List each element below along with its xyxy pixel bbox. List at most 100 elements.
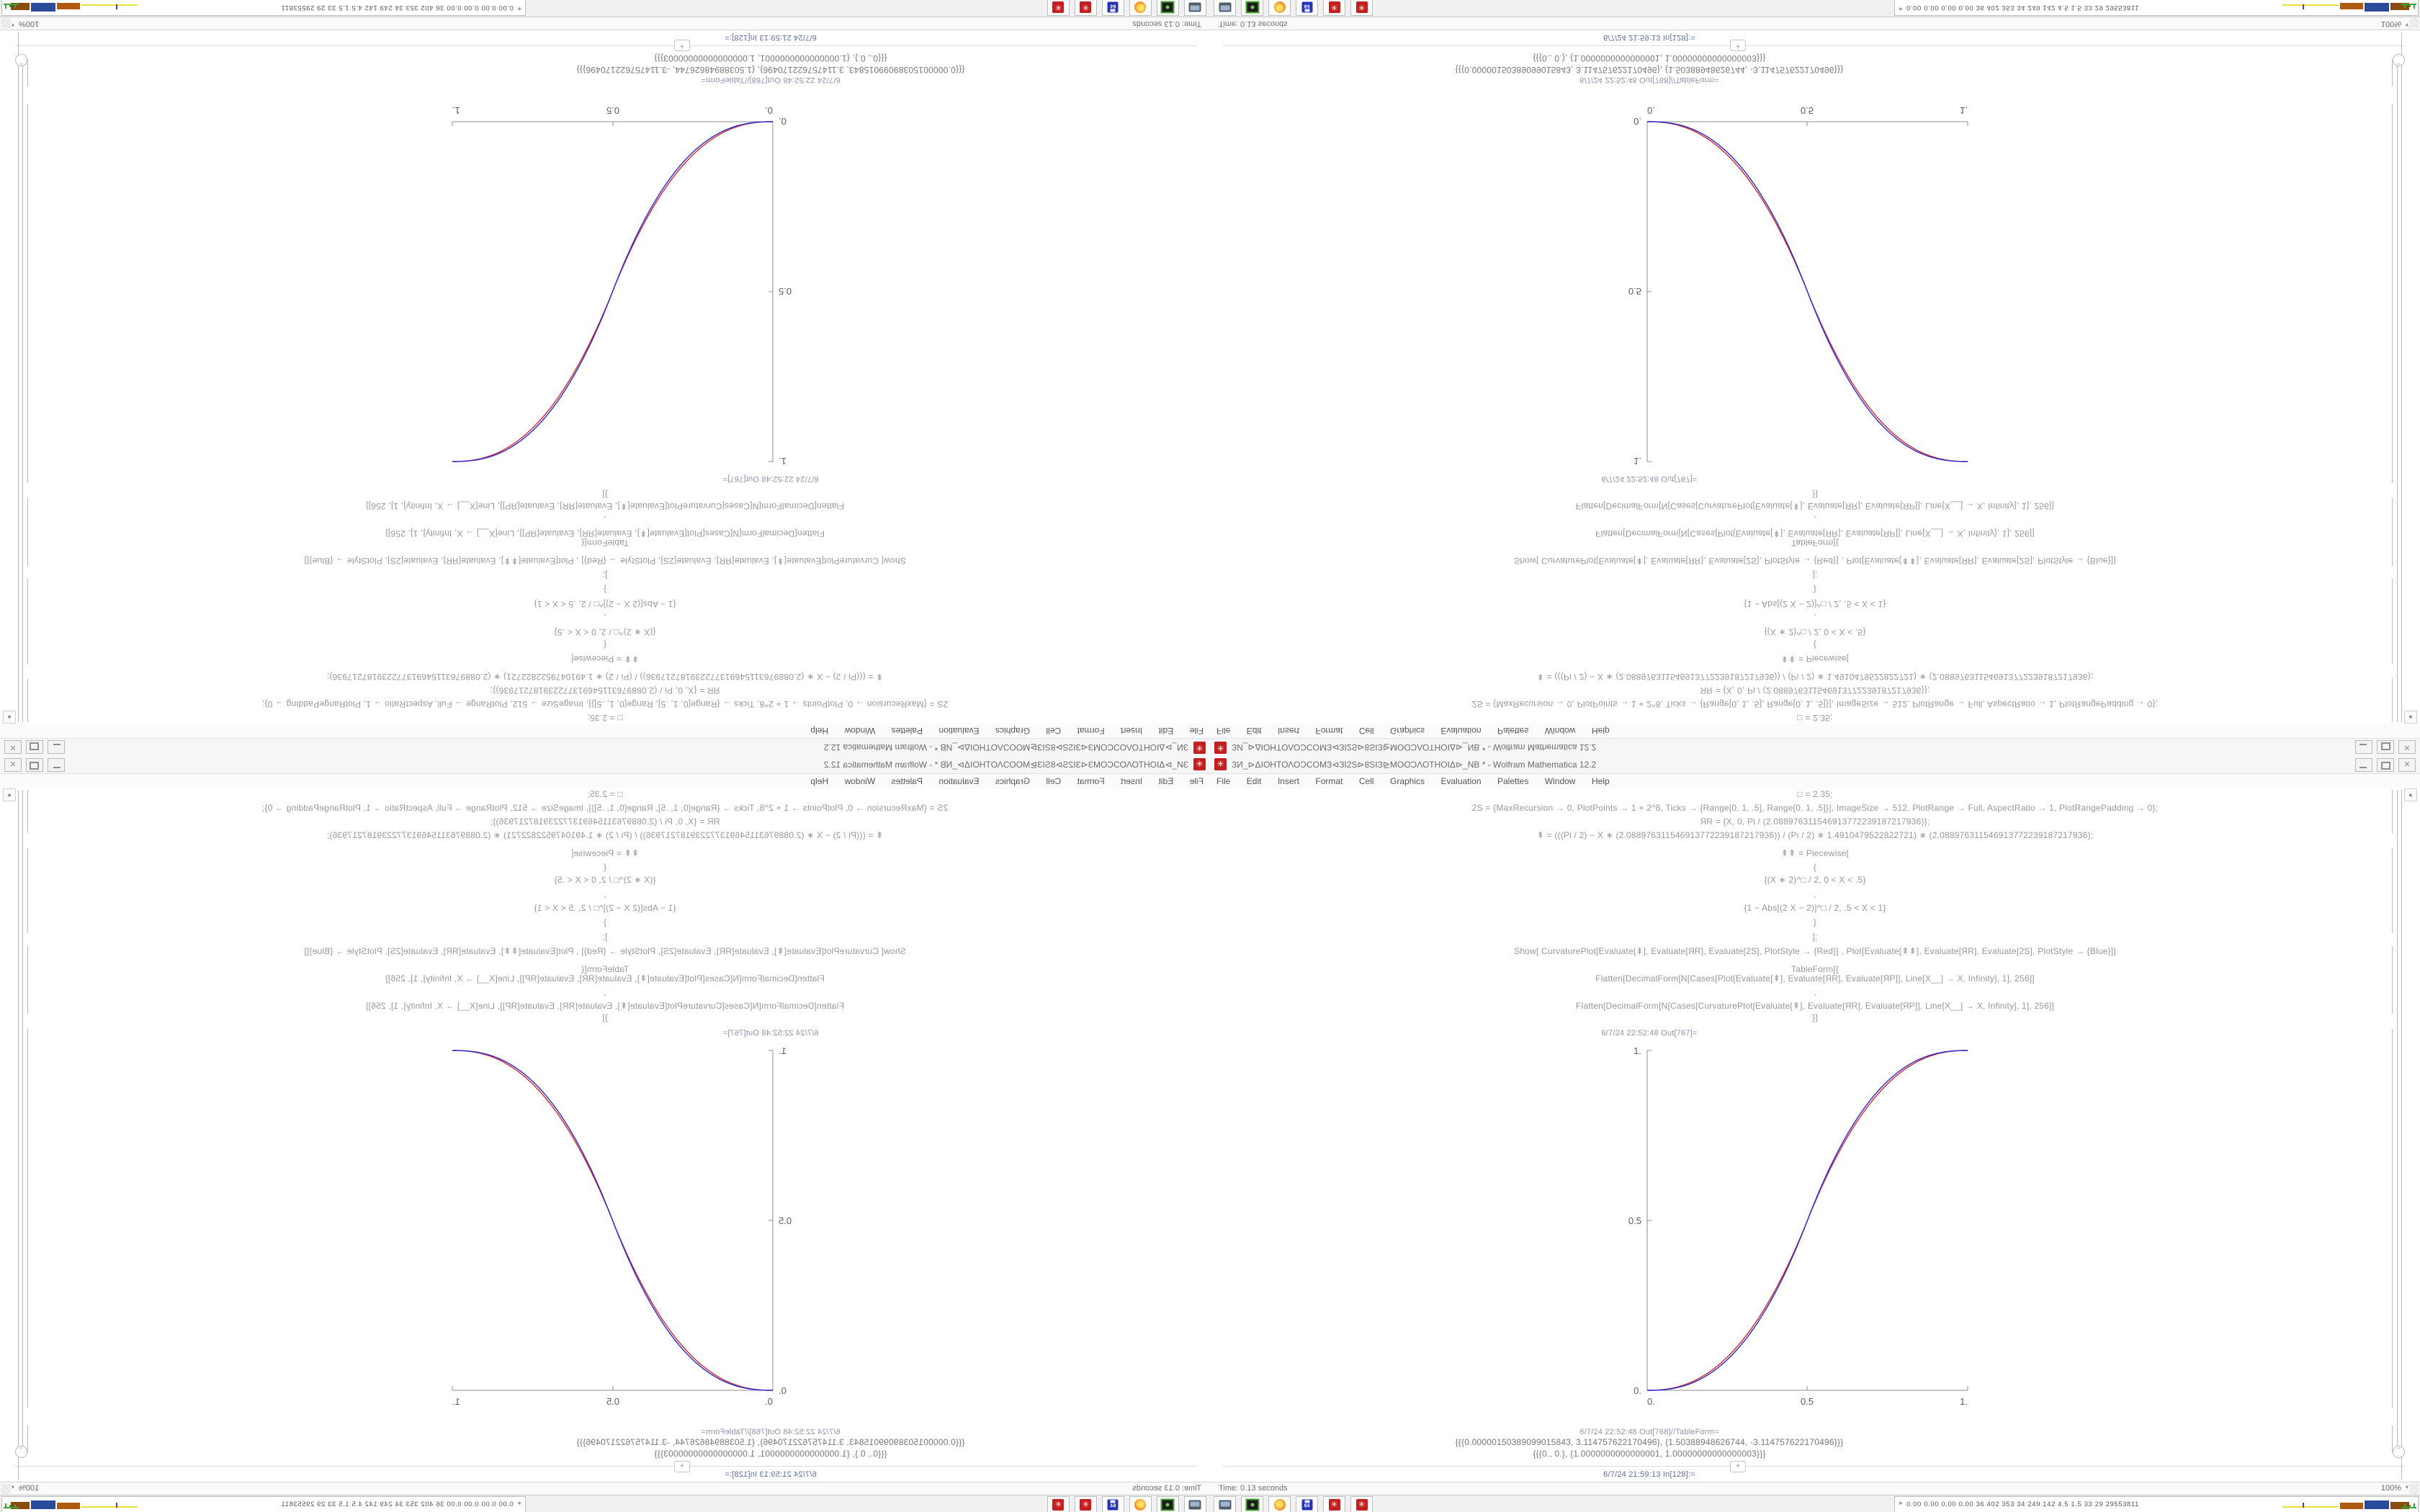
- caret-down-icon[interactable]: ▾: [12, 1484, 15, 1490]
- firefox-icon[interactable]: [1129, 1496, 1152, 1512]
- menu-format[interactable]: Format: [1315, 726, 1343, 736]
- menu-format[interactable]: Format: [1315, 776, 1343, 786]
- system-monitor-tray[interactable]: ✶ 0.00 0.00 0.00 0.00 36 402 353 34 249 …: [1894, 0, 2419, 16]
- menu-format[interactable]: Format: [1077, 776, 1105, 786]
- outer-cell-bracket[interactable]: [18, 32, 19, 722]
- cell-insertion-line[interactable]: +: [16, 40, 1197, 51]
- cell-bracket[interactable]: [2392, 579, 2393, 664]
- cell-bracket[interactable]: [2392, 60, 2393, 86]
- cell-bracket[interactable]: [27, 946, 28, 1014]
- cell-insertion-line[interactable]: +: [1223, 1461, 2404, 1472]
- screen-recorder-icon[interactable]: [1241, 1496, 1263, 1512]
- menu-insert[interactable]: Insert: [1277, 776, 1299, 786]
- menu-file[interactable]: File: [1216, 776, 1231, 786]
- scroll-up-button[interactable]: ▲: [2404, 711, 2417, 724]
- menu-graphics[interactable]: Graphics: [995, 776, 1030, 786]
- resize-grip[interactable]: [2409, 18, 2419, 28]
- maximize-button[interactable]: [2377, 758, 2394, 772]
- cell-bracket[interactable]: [27, 1029, 28, 1408]
- cell-bracket[interactable]: [2392, 790, 2393, 833]
- menu-evaluation[interactable]: Evaluation: [1440, 776, 1482, 786]
- c64-emulator-icon[interactable]: 64: [1102, 0, 1124, 16]
- system-monitor-tray[interactable]: ✶ 0.00 0.00 0.00 0.00 36 402 353 34 249 …: [1, 0, 526, 16]
- screenshot-tool-icon[interactable]: [1184, 0, 1206, 16]
- scroll-up-button[interactable]: ▲: [2404, 788, 2417, 801]
- menu-help[interactable]: Help: [810, 776, 829, 786]
- menu-evaluation[interactable]: Evaluation: [938, 776, 980, 786]
- insert-cell-plus-button[interactable]: +: [1730, 1461, 1746, 1472]
- scroll-up-button[interactable]: ▲: [3, 711, 16, 724]
- menu-evaluation[interactable]: Evaluation: [1440, 726, 1482, 736]
- caret-down-icon[interactable]: ▾: [2405, 1484, 2408, 1490]
- mathematica-taskbar-icon[interactable]: ✳: [1047, 1496, 1070, 1512]
- cell-bracket[interactable]: [27, 790, 28, 833]
- magnification-control[interactable]: 100%: [19, 19, 40, 28]
- close-button[interactable]: ✕: [4, 758, 22, 772]
- close-button[interactable]: ✕: [2398, 740, 2416, 754]
- outer-cell-bracket[interactable]: [2401, 32, 2402, 722]
- screenshot-tool-icon[interactable]: [1184, 1496, 1206, 1512]
- screen-recorder-icon[interactable]: [1157, 0, 1179, 16]
- firefox-icon[interactable]: [1268, 1496, 1291, 1512]
- cell-bracket[interactable]: [2392, 1426, 2393, 1452]
- resize-grip[interactable]: [2409, 1484, 2419, 1494]
- menu-insert[interactable]: Insert: [1121, 776, 1143, 786]
- title-bar[interactable]: ✳ ЗИ_⊳ΔΙΟΗΤΟΛΟϽCOMЗ⊲ЗΙ2S⊳8SΙЗ⊵MOOϽΛΟΤΗΟΙ…: [1210, 738, 2420, 756]
- menu-palettes[interactable]: Palettes: [891, 726, 923, 736]
- cell-bracket[interactable]: [27, 60, 28, 86]
- title-bar[interactable]: ✳ ЗИ_⊳ΔΙΟΗΤΟΛΟϽCOMЗ⊲ЗΙ2S⊳8SΙЗ⊵MOOϽΛΟΤΗΟΙ…: [0, 738, 1210, 756]
- mathematica-taskbar-icon[interactable]: ✳: [1047, 0, 1070, 16]
- group-cell-bracket[interactable]: [22, 61, 23, 722]
- menu-help[interactable]: Help: [1591, 776, 1610, 786]
- menu-file[interactable]: File: [1189, 726, 1204, 736]
- title-bar[interactable]: ✳ ЗИ_⊳ΔΙΟΗΤΟΛΟϽCOMЗ⊲ЗΙ2S⊳8SΙЗ⊵MOOϽΛΟΤΗΟΙ…: [1210, 756, 2420, 774]
- minimize-button[interactable]: [2355, 740, 2372, 754]
- outer-cell-bracket[interactable]: [18, 790, 19, 1480]
- c64-emulator-icon[interactable]: 64: [1296, 0, 1318, 16]
- chevron-up-icon[interactable]: ˆ: [2393, 54, 2405, 66]
- screen-recorder-icon[interactable]: [1241, 0, 1263, 16]
- menu-palettes[interactable]: Palettes: [1497, 726, 1529, 736]
- chevron-up-icon[interactable]: ˆ: [15, 54, 27, 66]
- firefox-icon[interactable]: [1268, 0, 1291, 16]
- screen-recorder-icon[interactable]: [1157, 1496, 1179, 1512]
- menu-help[interactable]: Help: [810, 726, 829, 736]
- outer-cell-bracket[interactable]: [2401, 790, 2402, 1480]
- mathematica-taskbar-icon[interactable]: ✳: [1323, 1496, 1345, 1512]
- caret-down-icon[interactable]: ▾: [12, 22, 15, 28]
- menu-format[interactable]: Format: [1077, 726, 1105, 736]
- menu-window[interactable]: Window: [844, 776, 876, 786]
- mathematica-taskbar-icon[interactable]: ✳: [1350, 1496, 1373, 1512]
- menu-edit[interactable]: Edit: [1246, 726, 1262, 736]
- c64-emulator-icon[interactable]: 64: [1296, 1496, 1318, 1512]
- magnification-control[interactable]: 100%: [2380, 19, 2401, 28]
- mathematica-taskbar-icon[interactable]: ✳: [1350, 0, 1373, 16]
- cell-bracket[interactable]: [2392, 848, 2393, 933]
- menu-window[interactable]: Window: [1544, 726, 1576, 736]
- maximize-button[interactable]: [26, 740, 43, 754]
- magnification-control[interactable]: 100%: [19, 1484, 40, 1493]
- minimize-button[interactable]: [48, 758, 65, 772]
- menu-file[interactable]: File: [1189, 776, 1204, 786]
- menu-palettes[interactable]: Palettes: [891, 776, 923, 786]
- system-monitor-tray[interactable]: ✶ 0.00 0.00 0.00 0.00 36 402 353 34 249 …: [1, 1496, 526, 1512]
- firefox-icon[interactable]: [1129, 0, 1152, 16]
- menu-evaluation[interactable]: Evaluation: [938, 726, 980, 736]
- menu-graphics[interactable]: Graphics: [1390, 726, 1425, 736]
- menu-insert[interactable]: Insert: [1121, 726, 1143, 736]
- minimize-button[interactable]: [48, 740, 65, 754]
- cell-bracket[interactable]: [2392, 946, 2393, 1014]
- mathematica-taskbar-icon[interactable]: ✳: [1075, 0, 1097, 16]
- cell-bracket[interactable]: [27, 579, 28, 664]
- menu-edit[interactable]: Edit: [1158, 726, 1174, 736]
- menu-cell[interactable]: Cell: [1046, 776, 1062, 786]
- menu-help[interactable]: Help: [1591, 726, 1610, 736]
- menu-insert[interactable]: Insert: [1277, 726, 1299, 736]
- screenshot-tool-icon[interactable]: [1214, 0, 1236, 16]
- cell-bracket[interactable]: [27, 848, 28, 933]
- cell-bracket[interactable]: [27, 679, 28, 722]
- resize-grip[interactable]: [1, 1484, 11, 1494]
- menu-window[interactable]: Window: [844, 726, 876, 736]
- close-button[interactable]: ✕: [2398, 758, 2416, 772]
- menu-cell[interactable]: Cell: [1046, 726, 1062, 736]
